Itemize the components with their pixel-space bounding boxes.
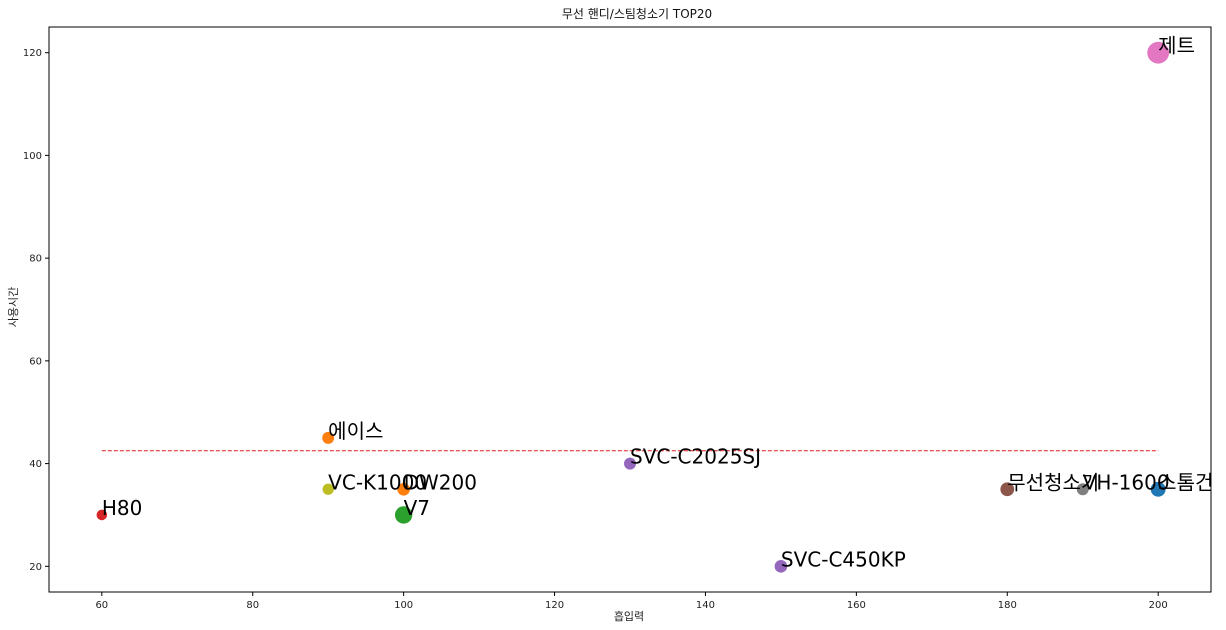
scatter-point [1150, 481, 1166, 497]
point-label: 스톰건 [1158, 470, 1213, 494]
x-tick-label: 140 [696, 600, 715, 611]
point-label: V7 [404, 496, 430, 520]
y-tick-label: 120 [23, 48, 42, 59]
scatter-point [96, 509, 108, 521]
scatter-point [774, 560, 788, 573]
scatter-points [96, 41, 1170, 573]
point-label: 제트 [1158, 34, 1195, 58]
scatter-point [322, 431, 335, 444]
x-tick-label: 60 [95, 600, 108, 611]
point-label: 무선청소기 [1007, 470, 1099, 494]
y-axis: 20 40 60 80 100 120 [23, 48, 49, 573]
scatter-point [397, 482, 410, 496]
point-label: VC-K1000 [328, 470, 427, 494]
x-tick-label: 200 [1149, 600, 1168, 611]
scatter-point [322, 483, 334, 495]
y-tick-label: 20 [29, 562, 42, 573]
x-axis-label: 흡입력 [614, 609, 644, 623]
x-tick-label: 180 [998, 600, 1017, 611]
point-label: DW200 [404, 470, 477, 494]
x-tick-label: 80 [246, 600, 259, 611]
scatter-point [1076, 483, 1089, 496]
point-label: H80 [102, 496, 142, 520]
x-tick-label: 160 [847, 600, 866, 611]
y-axis-label: 사용시간 [7, 287, 20, 327]
scatter-point [1147, 41, 1170, 64]
y-tick-label: 100 [23, 151, 42, 162]
point-label: VH-1600 [1083, 470, 1170, 494]
scatter-point [624, 457, 636, 470]
y-tick-label: 60 [29, 356, 42, 367]
y-tick-label: 40 [29, 459, 42, 470]
x-tick-label: 100 [394, 600, 413, 611]
scatter-point [1000, 482, 1015, 497]
chart-title: 무선 핸디/스팀청소기 TOP20 [562, 6, 712, 21]
x-axis: 60 80 100 120 140 160 180 200 [95, 592, 1168, 611]
scatter-point [394, 506, 413, 524]
point-label: SVC-C450KP [781, 547, 906, 571]
x-tick-label: 120 [545, 600, 564, 611]
y-tick-label: 80 [29, 254, 42, 265]
plot-frame [48, 26, 1212, 593]
point-label: SVC-C2025SJ [630, 445, 761, 469]
point-label: 에이스 [328, 419, 383, 443]
